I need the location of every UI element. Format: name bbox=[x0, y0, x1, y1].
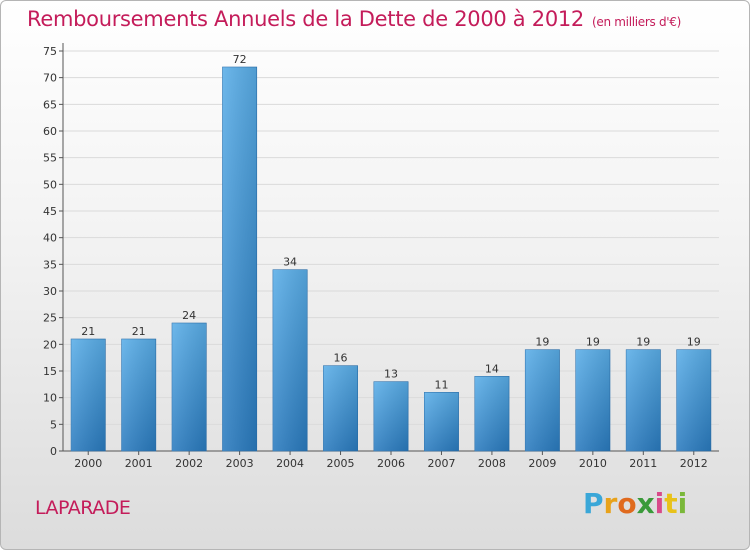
logo-letter: o bbox=[617, 487, 637, 520]
commune-name: LAPARADE bbox=[35, 497, 131, 519]
y-tick-label: 5 bbox=[50, 418, 57, 431]
x-tick-label: 2003 bbox=[226, 457, 254, 470]
y-tick-label: 30 bbox=[43, 285, 57, 298]
data-label: 19 bbox=[535, 336, 549, 349]
logo-letter: r bbox=[603, 487, 618, 520]
data-label: 16 bbox=[334, 352, 348, 365]
data-label: 11 bbox=[434, 378, 448, 391]
bar-shading bbox=[121, 339, 156, 451]
bar-shading bbox=[71, 339, 106, 451]
chart-title: Remboursements Annuels de la Dette de 20… bbox=[27, 7, 681, 31]
x-tick-label: 2006 bbox=[377, 457, 405, 470]
y-tick-label: 15 bbox=[43, 365, 57, 378]
chart-subtitle: (en milliers d'€) bbox=[592, 15, 682, 29]
chart-title-text: Remboursements Annuels de la Dette de 20… bbox=[27, 7, 584, 31]
bars bbox=[70, 66, 712, 452]
x-tick-label: 2009 bbox=[528, 457, 556, 470]
data-label: 21 bbox=[132, 325, 146, 338]
y-tick-label: 35 bbox=[43, 258, 57, 271]
data-label: 13 bbox=[384, 368, 398, 381]
data-label: 14 bbox=[485, 362, 499, 375]
bar-shading bbox=[323, 365, 358, 451]
bar-shading bbox=[626, 349, 661, 451]
x-tick-label: 2010 bbox=[579, 457, 607, 470]
proxiti-logo[interactable]: Proxiti bbox=[583, 487, 687, 520]
y-tick-label: 50 bbox=[43, 178, 57, 191]
logo-letter: P bbox=[583, 487, 604, 520]
bar-shading bbox=[222, 67, 257, 451]
x-tick-label: 2007 bbox=[427, 457, 455, 470]
data-label: 72 bbox=[233, 53, 247, 66]
data-label: 19 bbox=[636, 336, 650, 349]
y-tick-label: 20 bbox=[43, 338, 57, 351]
y-tick-label: 25 bbox=[43, 312, 57, 325]
y-tick-label: 40 bbox=[43, 232, 57, 245]
data-label: 19 bbox=[586, 336, 600, 349]
y-tick-label: 0 bbox=[50, 445, 57, 458]
y-tick-label: 70 bbox=[43, 72, 57, 85]
labels: 0 5 10 15 20 25 30 35 40 45 50 55 60 65 70 75 21 2000 21 20… bbox=[43, 45, 708, 470]
y-tick-label: 45 bbox=[43, 205, 57, 218]
logo-letter: i bbox=[654, 487, 665, 520]
x-tick-label: 2000 bbox=[74, 457, 102, 470]
data-label: 21 bbox=[81, 325, 95, 338]
y-tick-label: 60 bbox=[43, 125, 57, 138]
bar-shading bbox=[373, 381, 409, 451]
y-tick-label: 65 bbox=[43, 98, 57, 111]
y-tick-label: 75 bbox=[43, 45, 57, 58]
data-label: 24 bbox=[182, 309, 196, 322]
bar-shading bbox=[171, 323, 207, 451]
x-tick-label: 2011 bbox=[629, 457, 657, 470]
y-tick-label: 55 bbox=[43, 152, 57, 165]
x-tick-label: 2004 bbox=[276, 457, 304, 470]
y-tick-label: 10 bbox=[43, 392, 57, 405]
bar-shading bbox=[272, 269, 308, 451]
bar-shading bbox=[575, 349, 611, 451]
logo-letter: t bbox=[664, 487, 678, 520]
x-tick-label: 2008 bbox=[478, 457, 506, 470]
data-label: 34 bbox=[283, 256, 297, 269]
bar-shading bbox=[424, 392, 459, 451]
x-tick-label: 2002 bbox=[175, 457, 203, 470]
x-tick-label: 2012 bbox=[680, 457, 708, 470]
bar-shading bbox=[676, 349, 711, 451]
x-tick-label: 2001 bbox=[125, 457, 153, 470]
bar-shading bbox=[525, 349, 560, 451]
x-tick-label: 2005 bbox=[327, 457, 355, 470]
data-label: 19 bbox=[687, 336, 701, 349]
bar-shading bbox=[474, 376, 510, 451]
logo-letter: x bbox=[636, 487, 655, 520]
logo-letter: i bbox=[677, 487, 688, 520]
